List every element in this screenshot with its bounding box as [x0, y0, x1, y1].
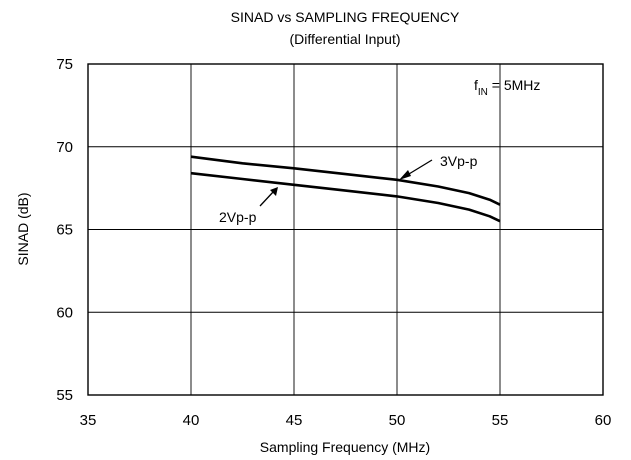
x-tick-labels: 35 40 45 50 55 60: [80, 412, 612, 429]
chart-title: SINAD vs SAMPLING FREQUENCY: [231, 9, 460, 25]
y-tick-label: 70: [56, 139, 73, 156]
pointer-arrow-2vpp: [259, 190, 275, 207]
grid-lines: [87, 63, 604, 396]
chart-subtitle: (Differential Input): [289, 31, 400, 47]
y-tick-label: 55: [56, 387, 73, 404]
x-tick-label: 60: [595, 412, 612, 429]
x-tick-label: 45: [286, 412, 303, 429]
series-line-3vpp: [190, 155, 501, 206]
x-tick-label: 40: [183, 412, 200, 429]
y-tick-label: 65: [56, 222, 73, 239]
y-tick-label: 75: [56, 56, 73, 73]
series-line-2vpp: [190, 171, 501, 223]
x-tick-label: 55: [492, 412, 509, 429]
y-tick-label: 60: [56, 304, 73, 321]
fin-annotation-subscript: IN: [478, 87, 488, 98]
plot-frame: [87, 63, 604, 396]
y-axis-label: SINAD (dB): [15, 192, 31, 265]
fin-annotation: fIN = 5MHz: [474, 77, 540, 98]
y-tick-labels: 55 60 65 70 75: [56, 56, 73, 404]
series-label-2vpp: 2Vp-p: [219, 209, 257, 225]
pointer-arrowhead-3vpp: [399, 170, 411, 180]
series-label-3vpp: 3Vp-p: [440, 153, 478, 169]
pointer-arrowhead-2vpp: [270, 187, 278, 196]
x-tick-label: 50: [389, 412, 406, 429]
fin-annotation-rest: = 5MHz: [488, 77, 541, 93]
fin-annotation-main: f: [474, 77, 478, 93]
x-tick-label: 35: [80, 412, 97, 429]
series-layer: [190, 155, 501, 223]
x-axis-label: Sampling Frequency (MHz): [260, 439, 430, 455]
